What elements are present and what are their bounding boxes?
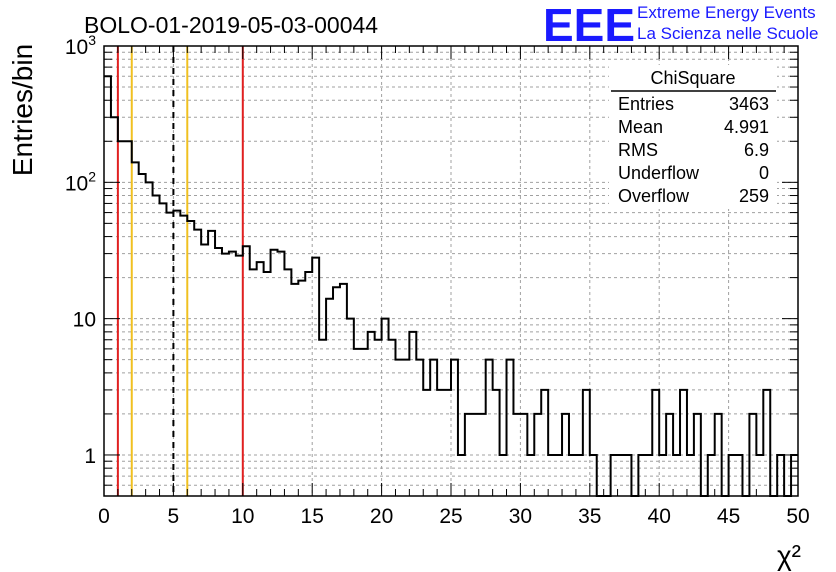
eee-logo: EEE [543, 0, 635, 51]
stat-label-mean: Mean [618, 117, 663, 137]
stat-value-mean: 4.991 [724, 117, 769, 137]
stat-label-entries: Entries [618, 94, 674, 114]
x-tick-label: 35 [578, 505, 601, 528]
stat-label-rms: RMS [618, 140, 658, 160]
x-tick-label: 15 [301, 505, 324, 528]
x-tick-label: 30 [509, 505, 532, 528]
histogram-series [104, 75, 798, 497]
stat-label-underflow: Underflow [618, 163, 700, 183]
y-tick-labels: 1 10 102 103 [65, 32, 96, 468]
y-tick-label: 10 [73, 309, 96, 332]
stat-label-overflow: Overflow [618, 186, 690, 206]
x-axis-label: χ² [777, 540, 801, 571]
x-tick-label: 50 [786, 505, 809, 528]
y-tick-label: 1 [84, 445, 96, 468]
x-tick-label: 0 [98, 505, 110, 528]
x-tick-label: 40 [648, 505, 671, 528]
y-tick-label: 103 [65, 32, 96, 59]
eee-brand: EEE Extreme Energy Events La Scienza nel… [543, 0, 818, 51]
stats-box-title: ChiSquare [650, 68, 735, 88]
stat-value-overflow: 259 [739, 186, 769, 206]
stat-value-rms: 6.9 [744, 140, 769, 160]
stat-value-underflow: 0 [759, 163, 769, 183]
x-tick-label: 10 [231, 505, 254, 528]
brand-line-1: Extreme Energy Events [637, 3, 816, 22]
y-tick-label: 102 [65, 168, 96, 195]
stat-value-entries: 3463 [729, 94, 769, 114]
x-tick-label: 20 [370, 505, 393, 528]
x-tick-label: 25 [439, 505, 462, 528]
axis-ticks [103, 45, 799, 497]
y-axis-label: Entries/bin [7, 44, 38, 176]
reference-lines [116, 46, 244, 496]
x-tick-label: 5 [168, 505, 180, 528]
histogram-title: BOLO-01-2019-05-03-00044 [84, 12, 378, 38]
brand-line-2: La Scienza nelle Scuole [637, 24, 818, 43]
x-tick-labels: 0 5 10 15 20 25 30 35 40 45 50 [98, 505, 810, 528]
x-tick-label: 45 [717, 505, 740, 528]
stats-box-background [609, 65, 777, 209]
stats-box: ChiSquare Entries 3463 Mean 4.991 RMS 6.… [609, 65, 777, 209]
